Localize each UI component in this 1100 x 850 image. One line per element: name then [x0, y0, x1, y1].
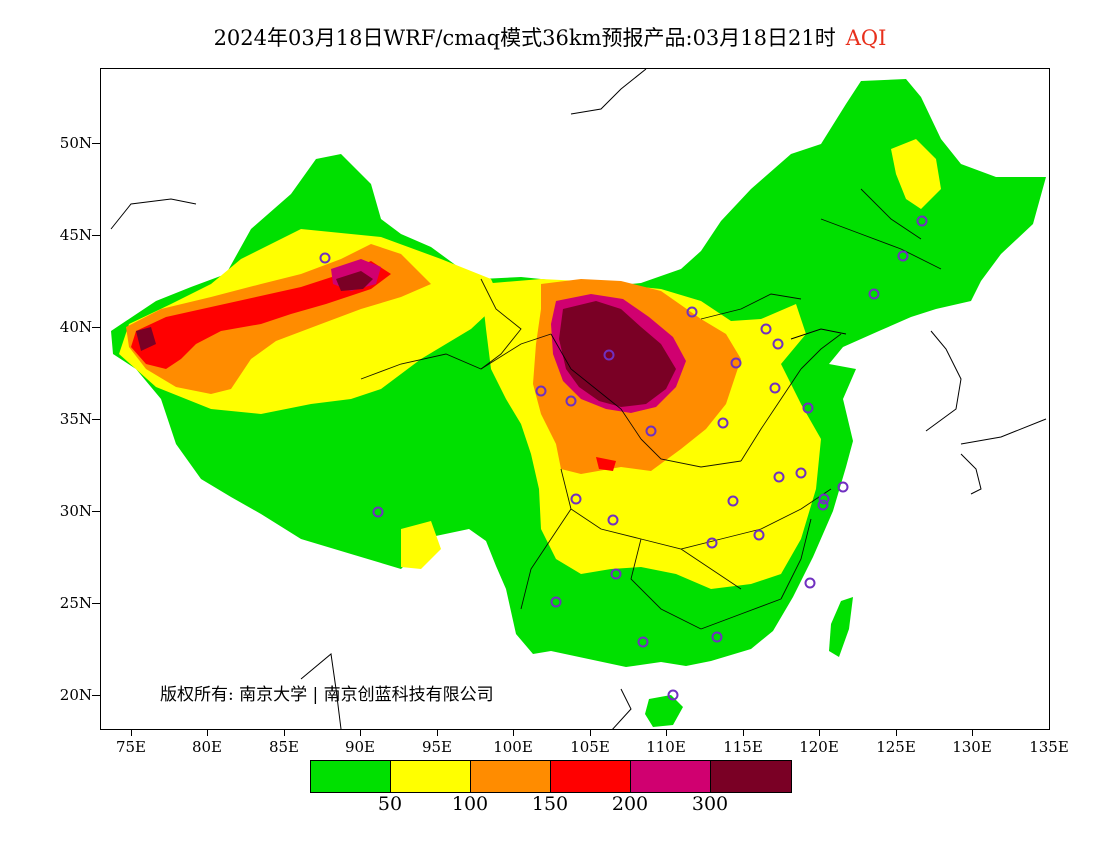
lat-tick [92, 695, 100, 696]
lon-label-95e: 95E [421, 738, 453, 756]
lon-label-90e: 90E [344, 738, 376, 756]
lon-label-80e: 80E [191, 738, 223, 756]
copyright-notice: 版权所有: 南京大学 | 南京创蓝科技有限公司 [160, 685, 494, 705]
lon-tick [207, 730, 208, 736]
lon-label-125e: 125E [876, 738, 916, 756]
legend-swatch-magenta [631, 761, 711, 792]
lat-tick [92, 603, 100, 604]
legend-label-100: 100 [451, 793, 489, 815]
lat-label-45n: 45N [59, 226, 92, 244]
lon-tick [360, 730, 361, 736]
lon-tick [666, 730, 667, 736]
lon-tick [972, 730, 973, 736]
aqi-red-tarim [131, 261, 391, 369]
lat-label-40n: 40N [59, 318, 92, 336]
taiwan-island [829, 597, 853, 657]
legend-label-150: 150 [531, 793, 569, 815]
lat-tick [92, 327, 100, 328]
lon-label-135e: 135E [1029, 738, 1069, 756]
aqi-maroon-tarim [336, 271, 373, 291]
station-markers [319, 215, 928, 701]
lon-label-115e: 115E [723, 738, 763, 756]
lon-tick [590, 730, 591, 736]
lat-label-50n: 50N [59, 134, 92, 152]
lon-tick [284, 730, 285, 736]
lon-label-75e: 75E [115, 738, 147, 756]
lon-label-85e: 85E [268, 738, 300, 756]
hainan-island [645, 695, 683, 727]
map-title: 2024年03月18日WRF/cmaq模式36km预报产品:03月18日21时 A… [0, 22, 1100, 52]
legend-label-200: 200 [611, 793, 649, 815]
legend-label-300: 300 [691, 793, 729, 815]
lat-label-30n: 30N [59, 502, 92, 520]
aqi-yellow-southwest [401, 521, 441, 569]
lat-label-25n: 25N [59, 594, 92, 612]
lat-tick [92, 419, 100, 420]
map-frame[interactable] [100, 68, 1050, 730]
aqi-maroon-loess [559, 301, 676, 407]
lon-label-120e: 120E [799, 738, 839, 756]
province-boundaries [360, 188, 942, 630]
legend-swatch-red [551, 761, 631, 792]
legend-swatch-yellow [391, 761, 471, 792]
lon-tick [513, 730, 514, 736]
lat-label-35n: 35N [59, 410, 92, 428]
aqi-maroon-west [136, 327, 156, 351]
coastlines [110, 69, 1047, 729]
aqi-red-spot1 [596, 457, 616, 471]
product-label: AQI [845, 26, 887, 50]
lon-label-130e: 130E [952, 738, 992, 756]
lon-label-110e: 110E [646, 738, 686, 756]
legend-swatch-orange [471, 761, 551, 792]
lon-tick [437, 730, 438, 736]
legend-swatch-maroon [711, 761, 791, 792]
lon-tick [131, 730, 132, 736]
aqi-legend [310, 760, 792, 793]
lat-label-20n: 20N [59, 686, 92, 704]
legend-label-50: 50 [377, 793, 403, 815]
lon-label-100e: 100E [493, 738, 533, 756]
legend-swatch-green [311, 761, 391, 792]
aqi-map [110, 69, 1047, 729]
lon-tick [896, 730, 897, 736]
lat-tick [92, 235, 100, 236]
lon-tick [819, 730, 820, 736]
aqi-yellow-northeast [891, 139, 941, 209]
title-text: 2024年03月18日WRF/cmaq模式36km预报产品:03月18日21时 [213, 26, 836, 50]
lon-tick [743, 730, 744, 736]
lat-tick [92, 511, 100, 512]
lon-label-105e: 105E [570, 738, 610, 756]
lat-tick [92, 143, 100, 144]
